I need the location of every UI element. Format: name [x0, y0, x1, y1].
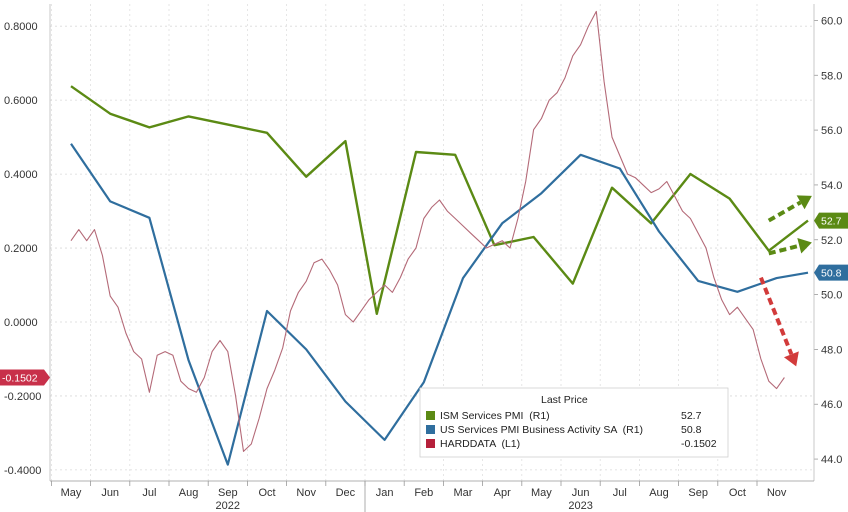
x-tick-label: Sep: [688, 487, 708, 499]
left-tick-label: 0.6000: [4, 95, 38, 107]
badge-value: 52.7: [821, 216, 842, 228]
right-tick-label: 56.0: [821, 125, 842, 137]
x-tick-label: Jun: [572, 487, 590, 499]
year-label: 2023: [568, 500, 592, 512]
right-tick-label: 52.0: [821, 235, 842, 247]
badge-value: 50.8: [821, 268, 842, 280]
x-axis: May Jun Jul Aug Sep Oct Nov Dec Jan Feb Mar Apr May J…: [50, 480, 814, 512]
x-tick-label: Oct: [258, 487, 275, 499]
right-tick-label: 48.0: [821, 344, 842, 356]
arrow-shaft: [767, 200, 802, 223]
series-line-harddata: [70, 10, 785, 452]
badge-harddata: -0.1502: [0, 369, 50, 386]
x-tick-label: Jul: [613, 487, 627, 499]
legend-value-ism: 52.7: [681, 410, 702, 422]
legend-label-harddata: HARDDATA (L1): [440, 438, 520, 450]
x-tick-label: Sep: [218, 487, 238, 499]
left-tick-label: 0.0000: [4, 317, 38, 329]
annotation-arrow: [768, 237, 812, 256]
annotation-arrow: [767, 195, 812, 223]
right-tick-label: 46.0: [821, 399, 842, 411]
legend-title: Last Price: [541, 394, 588, 406]
legend-swatch-us-services: [426, 425, 435, 434]
badge-shape: [814, 212, 848, 229]
left-tick-label: -0.2000: [4, 391, 41, 403]
right-tick-label: 58.0: [821, 70, 842, 82]
badge-value: -0.1502: [2, 373, 38, 385]
annotation-layer: [759, 195, 812, 367]
arrow-head: [783, 351, 799, 367]
right-tick-label: 44.0: [821, 454, 842, 466]
left-axis: 0.8000 0.6000 0.4000 0.2000 0.0000 -0.2000 -0.…: [4, 4, 51, 481]
legend-swatch-ism: [426, 411, 435, 420]
x-tick-label: Oct: [729, 487, 746, 499]
left-tick-label: 0.4000: [4, 169, 38, 181]
year-label: 2022: [216, 500, 240, 512]
arrow-shaft: [768, 243, 800, 256]
badge-ism: 52.7: [814, 212, 848, 229]
x-tick-label: Nov: [767, 487, 787, 499]
arrow-shaft: [759, 276, 794, 356]
x-tick-label: Jul: [142, 487, 156, 499]
value-badges: 52.7 50.8 -0.1502: [0, 212, 848, 386]
badge-shape: [814, 264, 848, 281]
series-layer: [70, 10, 809, 466]
x-tick-label: Mar: [454, 487, 473, 499]
left-tick-label: 0.8000: [4, 21, 38, 33]
x-tick-label: Dec: [336, 487, 356, 499]
legend: Last Price ISM Services PMI (R1) 52.7 US…: [419, 387, 729, 458]
legend-label-ism: ISM Services PMI (R1): [440, 410, 550, 422]
x-tick-label: Feb: [414, 487, 433, 499]
right-tick-label: 54.0: [821, 180, 842, 192]
arrow-head: [796, 195, 812, 210]
legend-swatch-harddata: [426, 439, 435, 448]
x-tick-label: Aug: [179, 487, 199, 499]
right-tick-label: 50.0: [821, 290, 842, 302]
annotation-arrow: [759, 276, 799, 367]
x-tick-label: Apr: [494, 487, 511, 499]
legend-label-us-services: US Services PMI Business Activity SA (R1…: [440, 424, 643, 436]
legend-value-harddata: -0.1502: [681, 438, 717, 450]
x-tick-label: Aug: [649, 487, 669, 499]
left-tick-label: -0.4000: [4, 465, 41, 477]
right-tick-label: 60.0: [821, 15, 842, 27]
badge-shape: [0, 369, 50, 386]
series-line-ism: [70, 85, 809, 315]
x-tick-label: Jun: [101, 487, 119, 499]
badge-us-services: 50.8: [814, 264, 848, 281]
legend-box: [419, 387, 729, 458]
legend-value-us-services: 50.8: [681, 424, 702, 436]
x-tick-label: Jan: [376, 487, 394, 499]
x-tick-label: Nov: [296, 487, 316, 499]
arrow-head: [797, 237, 812, 254]
right-axis: 60.0 58.0 56.0 54.0 52.0 50.0 48.0 46.0 44.0: [813, 4, 842, 481]
x-tick-label: May: [531, 487, 552, 499]
x-tick-label: May: [61, 487, 82, 499]
left-tick-label: 0.2000: [4, 243, 38, 255]
series-line-us-services: [70, 143, 809, 466]
